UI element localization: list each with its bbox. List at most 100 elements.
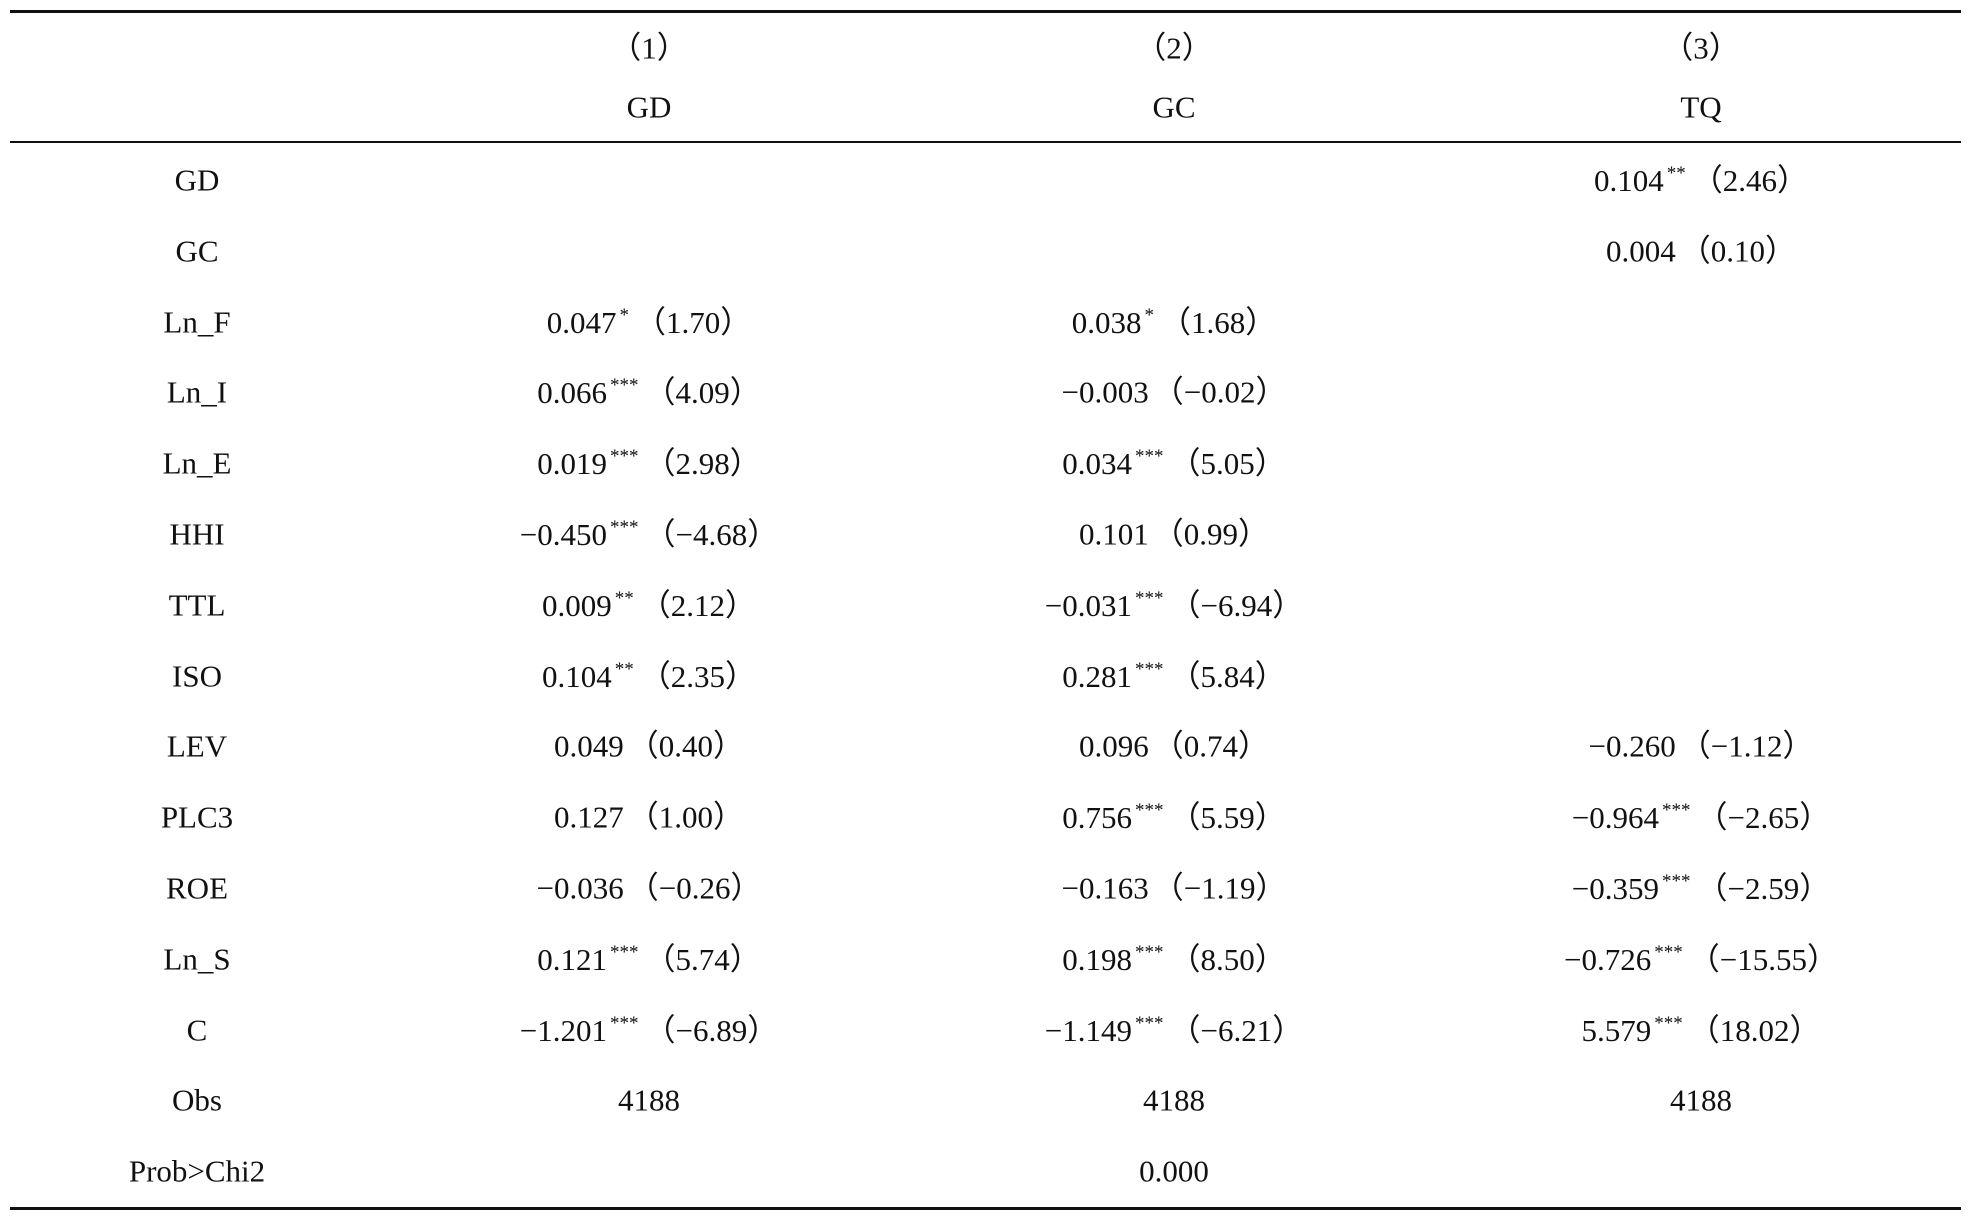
row-label: Prob>Chi2: [128, 1153, 266, 1189]
estimate-cell: −0.450 *** （−4.68）: [520, 518, 778, 550]
significance-stars: ***: [610, 517, 639, 538]
coefficient: 0.104: [542, 658, 612, 694]
estimate-cell: −0.964 *** （−2.65）: [1572, 801, 1830, 833]
coefficient: −1.149: [1044, 1012, 1132, 1048]
coefficient: 0.019: [537, 446, 607, 482]
t-statistic: （0.99）: [1152, 516, 1269, 552]
coefficient: 0.281: [1062, 658, 1132, 694]
coefficient: 0.104: [1594, 163, 1664, 198]
coefficient: 0.121: [537, 941, 607, 977]
estimate-cell: 0.756 *** （5.59）: [1062, 801, 1286, 833]
significance-stars: ***: [1662, 800, 1691, 822]
row-label: Ln_S: [163, 941, 231, 977]
t-statistic: （−1.12）: [1679, 728, 1814, 764]
bottom-rule: [10, 1207, 1961, 1210]
coefficient: 0.127: [554, 799, 624, 835]
cell-value: 0.000: [1139, 1153, 1209, 1189]
t-statistic: （18.02）: [1688, 1012, 1821, 1048]
row-label: ISO: [172, 658, 222, 694]
column-number: （1）: [610, 30, 688, 66]
estimate-cell: −0.260 （−1.12）: [1589, 731, 1814, 762]
row-label: HHI: [169, 516, 225, 552]
significance-stars: ***: [610, 375, 639, 397]
coefficient: −1.201: [519, 1012, 607, 1048]
estimate-cell: −0.003 （−0.02）: [1062, 377, 1287, 408]
t-statistic: （2.35）: [639, 658, 756, 694]
coefficient: 0.038: [1071, 304, 1142, 340]
estimate-cell: 0.047 * （1.70）: [547, 306, 752, 338]
column-name: TQ: [1680, 89, 1722, 125]
coefficient: −0.964: [1571, 800, 1659, 836]
significance-stars: ***: [1654, 1012, 1683, 1034]
row-label: C: [186, 1012, 208, 1048]
estimate-cell: 0.121 *** （5.74）: [537, 943, 761, 975]
coefficient: 5.579: [1581, 1012, 1652, 1048]
column-number: （3）: [1662, 30, 1740, 66]
t-statistic: （1.68）: [1160, 304, 1277, 340]
column-number: （2）: [1135, 30, 1213, 66]
estimate-cell: 0.066 *** （4.09）: [537, 376, 761, 408]
coefficient: 0.756: [1062, 800, 1132, 836]
t-statistic: （−2.65）: [1696, 800, 1831, 836]
significance-stars: *: [619, 304, 630, 326]
row-label: GD: [174, 162, 220, 198]
estimate-cell: 0.004 （0.10）: [1606, 235, 1796, 266]
coefficient: 0.009: [542, 587, 612, 623]
t-statistic: （1.70）: [635, 304, 752, 340]
estimate-cell: 0.198 *** （8.50）: [1062, 943, 1286, 975]
row-label: PLC3: [160, 799, 234, 835]
t-statistic: （4.09）: [644, 375, 761, 411]
estimate-cell: −0.163 （−1.19）: [1062, 873, 1287, 904]
significance-stars: ***: [1135, 800, 1164, 822]
t-statistic: （−15.55）: [1688, 941, 1838, 977]
t-statistic: （−0.26）: [627, 870, 762, 906]
coefficient: −0.163: [1061, 870, 1149, 906]
t-statistic: （−6.89）: [644, 1012, 779, 1048]
estimate-cell: 0.049 （0.40）: [554, 731, 744, 762]
t-statistic: （2.46）: [1691, 163, 1808, 198]
estimate-cell: 0.009 ** （2.12）: [542, 589, 756, 621]
row-label: ROE: [166, 870, 228, 906]
coefficient: −0.036: [536, 870, 624, 906]
t-statistic: （−2.59）: [1696, 871, 1831, 906]
row-label: Obs: [172, 1082, 222, 1118]
coefficient: −0.260: [1588, 728, 1676, 764]
cell-value: 4188: [1143, 1082, 1205, 1118]
significance-stars: ***: [1654, 941, 1683, 963]
t-statistic: （5.59）: [1169, 800, 1286, 836]
row-label: Ln_E: [162, 445, 232, 481]
cell-value: 4188: [1670, 1082, 1732, 1118]
estimate-cell: 0.101 （0.99）: [1079, 519, 1269, 550]
estimate-cell: 0.104 ** （2.35）: [542, 660, 756, 692]
coefficient: 0.047: [546, 304, 617, 340]
significance-stars: ***: [1135, 1012, 1164, 1034]
estimate-cell: 5.579 *** （18.02）: [1582, 1014, 1821, 1046]
coefficient: 0.049: [554, 728, 624, 764]
estimate-cell: −1.201 *** （−6.89）: [520, 1014, 778, 1046]
t-statistic: （5.05）: [1169, 446, 1286, 482]
row-label: Ln_F: [163, 304, 231, 340]
coefficient: −0.726: [1564, 941, 1652, 977]
coefficient: 0.066: [537, 375, 607, 411]
row-label: LEV: [166, 728, 228, 764]
estimate-cell: 0.096 （0.74）: [1079, 731, 1269, 762]
estimate-cell: −0.036 （−0.26）: [537, 873, 762, 904]
estimate-cell: −0.726 *** （−15.55）: [1564, 943, 1838, 975]
estimate-cell: 0.038 * （1.68）: [1072, 306, 1277, 338]
t-statistic: （−6.21）: [1169, 1012, 1304, 1048]
cell-value: 4188: [618, 1082, 680, 1118]
significance-stars: ***: [610, 446, 639, 468]
coefficient: −0.003: [1061, 374, 1149, 410]
t-statistic: （−0.02）: [1152, 374, 1287, 410]
significance-stars: **: [614, 658, 634, 680]
t-statistic: （−4.68）: [644, 517, 779, 552]
t-statistic: （−1.19）: [1152, 870, 1287, 906]
significance-stars: **: [1666, 163, 1686, 184]
coefficient: 0.198: [1062, 941, 1132, 977]
row-label: TTL: [168, 587, 226, 623]
significance-stars: ***: [1135, 941, 1164, 963]
t-statistic: （0.40）: [627, 728, 744, 764]
significance-stars: *: [1144, 304, 1155, 326]
estimate-cell: 0.127 （1.00）: [554, 802, 744, 833]
